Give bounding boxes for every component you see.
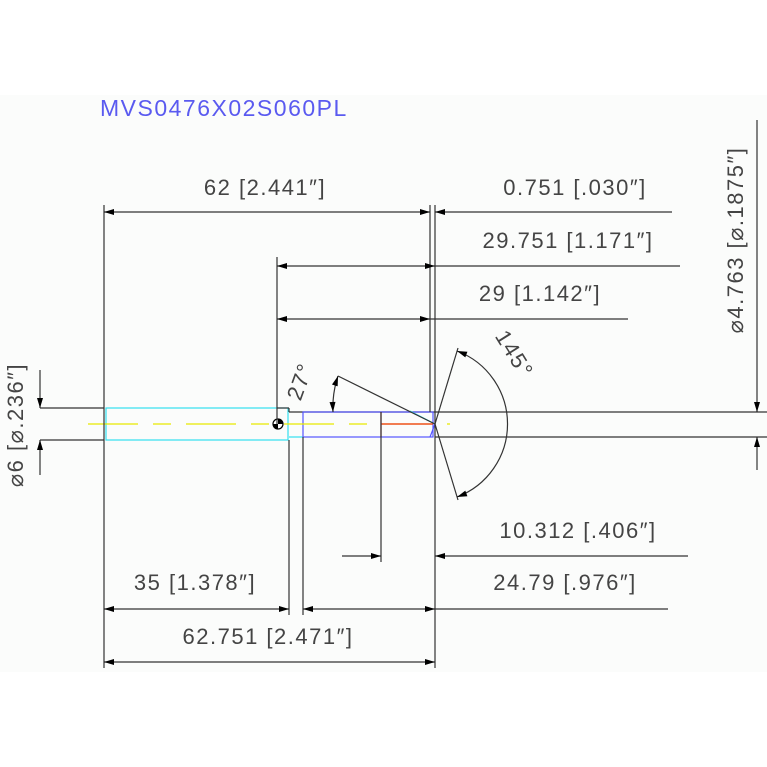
dim-overall-length: 62 [2.441″] bbox=[204, 175, 326, 200]
part-number-title: MVS0476X02S060PL bbox=[100, 95, 348, 121]
dim-29751: 29.751 [1.171″] bbox=[483, 228, 654, 253]
dim-overall-62751: 62.751 [2.471″] bbox=[183, 624, 354, 649]
dim-2479: 24.79 [.976″] bbox=[493, 570, 637, 595]
dim-29: 29 [1.142″] bbox=[479, 281, 601, 306]
dim-tip-diameter: ⌀4.763 [⌀.1875″] bbox=[723, 147, 748, 334]
dimension-lines bbox=[37, 120, 760, 665]
dim-shank-length: 35 [1.378″] bbox=[134, 570, 256, 595]
dim-tip-offset: 0.751 [.030″] bbox=[503, 175, 647, 200]
drawing-area bbox=[0, 95, 767, 672]
dim-10312: 10.312 [.406″] bbox=[499, 518, 656, 543]
dim-shank-diameter: ⌀6 [⌀.236″] bbox=[3, 363, 28, 487]
extension-lines bbox=[103, 205, 459, 668]
